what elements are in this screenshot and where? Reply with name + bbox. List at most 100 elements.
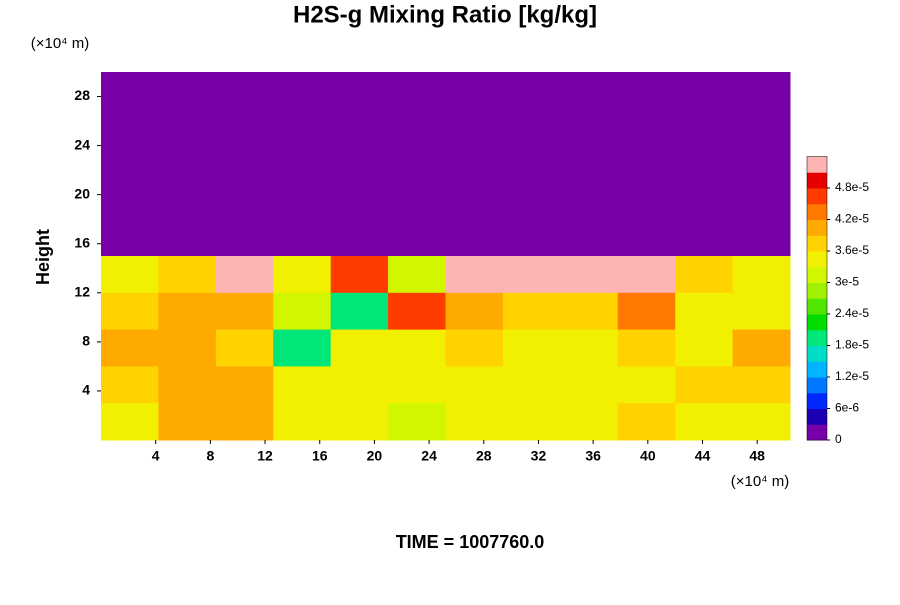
heat-cell	[215, 219, 274, 257]
heat-cell	[273, 182, 332, 220]
y-tick-label: 24	[74, 136, 90, 152]
heat-cell	[273, 329, 332, 367]
heat-cell	[330, 145, 389, 183]
heat-cell	[158, 108, 217, 147]
heat-cell	[502, 329, 561, 367]
heat-cell	[101, 182, 159, 220]
time-label: TIME = 1007760.0	[396, 532, 545, 552]
heat-cell	[560, 366, 619, 404]
heat-cell	[617, 219, 676, 257]
heat-cell	[273, 72, 332, 110]
x-tick-label: 24	[421, 448, 437, 464]
heat-cell	[502, 182, 561, 220]
x-tick-label: 40	[640, 448, 656, 464]
y-tick-label: 16	[74, 234, 90, 250]
heat-cell	[560, 256, 619, 294]
heat-cell	[273, 366, 332, 404]
colorbar-tick-label: 2.4e-5	[835, 306, 869, 320]
heat-cell	[330, 182, 389, 220]
colorbar-band	[807, 235, 827, 252]
colorbar-band	[807, 408, 827, 425]
heat-cell	[617, 403, 676, 441]
heat-cell	[330, 403, 389, 441]
heat-cell	[273, 256, 332, 294]
heat-cell	[617, 292, 676, 331]
heat-cell	[675, 403, 734, 441]
heat-cell	[502, 256, 561, 294]
colorbar-tick-label: 0	[835, 432, 842, 446]
heat-cell	[560, 72, 619, 110]
heat-cell	[560, 108, 619, 147]
colorbar-band	[807, 345, 827, 362]
heat-cell	[158, 366, 217, 404]
heat-cell	[330, 256, 389, 294]
heat-cell	[330, 366, 389, 404]
heat-cell	[101, 72, 159, 110]
x-tick-label: 44	[695, 448, 711, 464]
heat-cell	[502, 219, 561, 257]
y-unit: (×10⁴ m)	[31, 35, 90, 52]
heat-cell	[732, 219, 791, 257]
heat-cell	[502, 292, 561, 331]
heat-cell	[675, 182, 734, 220]
colorbar-tick-label: 4.8e-5	[835, 180, 869, 194]
y-tick-label: 20	[74, 185, 90, 201]
heat-cell	[273, 292, 332, 331]
heat-cell	[617, 256, 676, 294]
heat-cell	[101, 108, 159, 147]
heat-cell	[388, 256, 446, 294]
colorbar-band	[807, 361, 827, 378]
heat-cell	[502, 366, 561, 404]
colorbar-band	[807, 266, 827, 283]
heat-cell	[388, 108, 446, 147]
heat-cell	[101, 219, 159, 257]
chart-title: H2S-g Mixing Ratio [kg/kg]	[293, 1, 597, 28]
heat-cell	[158, 256, 217, 294]
heat-cell	[732, 182, 791, 220]
heat-cell	[215, 108, 274, 147]
heat-cell	[617, 72, 676, 110]
heat-cell	[215, 403, 274, 441]
colorbar-band	[807, 282, 827, 299]
colorbar-tick-label: 1.8e-5	[835, 338, 869, 352]
heat-cell	[732, 366, 791, 404]
heat-cell	[445, 145, 504, 183]
heat-cell	[101, 145, 159, 183]
heat-cell	[101, 256, 159, 294]
heat-cell	[215, 72, 274, 110]
heat-cell	[675, 329, 734, 367]
colorbar-tick-label: 6e-6	[835, 401, 859, 415]
heat-cell	[445, 366, 504, 404]
heat-cell	[330, 292, 389, 331]
heat-cell	[675, 366, 734, 404]
colorbar-band	[807, 424, 827, 441]
heat-cell	[445, 256, 504, 294]
heat-cell	[732, 403, 791, 441]
x-tick-label: 12	[257, 448, 273, 464]
colorbar-band	[807, 172, 827, 189]
x-tick-label: 32	[531, 448, 547, 464]
heat-cell	[215, 256, 274, 294]
heat-cell	[560, 219, 619, 257]
colorbar-tick-label: 3e-5	[835, 275, 859, 289]
x-tick-label: 48	[749, 448, 765, 464]
heat-cell	[445, 219, 504, 257]
heat-cell	[273, 145, 332, 183]
heat-cell	[158, 292, 217, 331]
y-tick-label: 4	[82, 382, 90, 398]
heat-cell	[732, 329, 791, 367]
heat-cell	[732, 256, 791, 294]
heat-cell	[158, 72, 217, 110]
colorbar-band	[807, 188, 827, 205]
heat-cell	[732, 72, 791, 110]
colorbar-tick-label: 4.2e-5	[835, 212, 869, 226]
heat-cell	[617, 182, 676, 220]
heat-cell	[445, 329, 504, 367]
heat-cell	[215, 329, 274, 367]
heat-cell	[273, 403, 332, 441]
heat-cell	[560, 145, 619, 183]
heat-cell	[388, 366, 446, 404]
x-tick-label: 16	[312, 448, 328, 464]
heat-cell	[560, 292, 619, 331]
heat-cell	[101, 329, 159, 367]
